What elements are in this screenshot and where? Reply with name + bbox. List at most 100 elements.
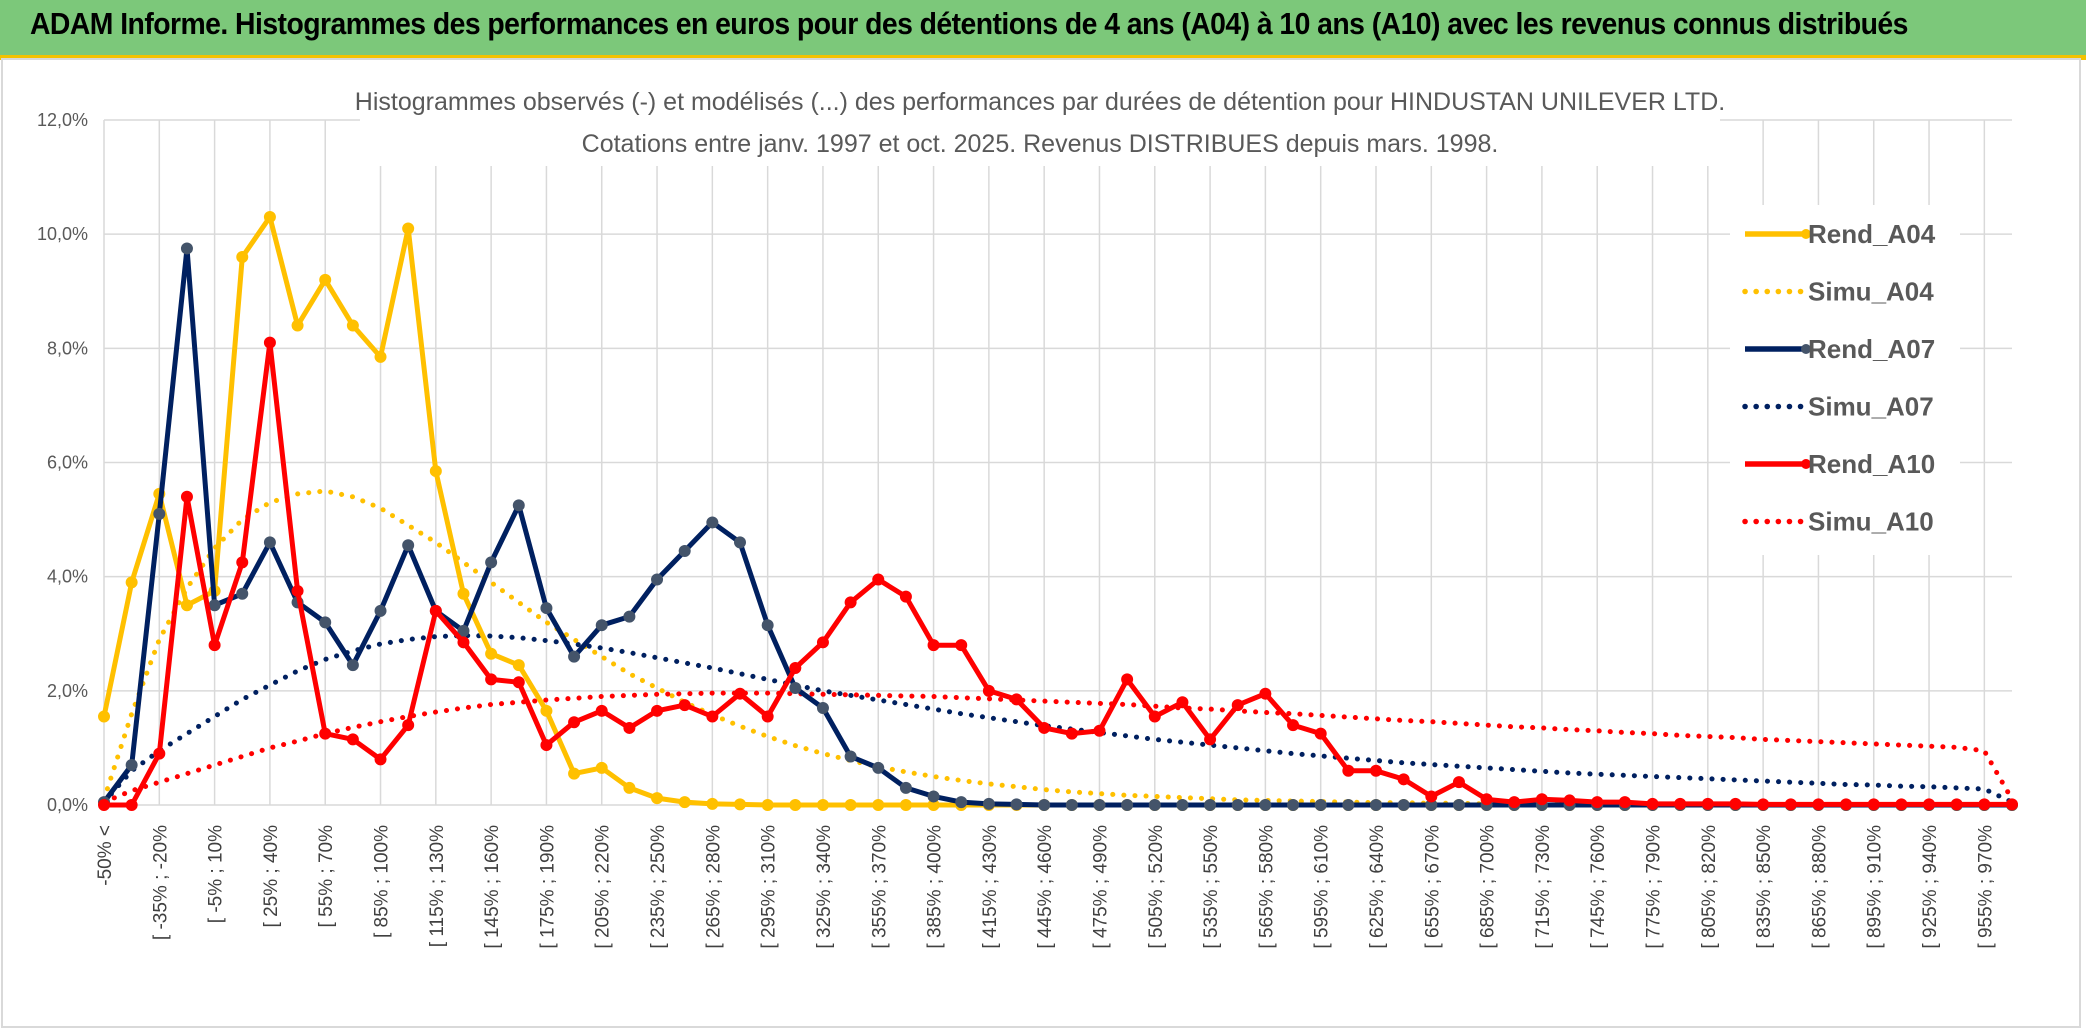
- data-point-rend_a10: [1508, 796, 1521, 809]
- data-point-rend_a10: [263, 336, 276, 349]
- x-tick-label: [ 235% ; 250%: [648, 825, 669, 949]
- data-point-rend_a04: [263, 211, 276, 224]
- data-point-rend_a07: [872, 761, 885, 774]
- data-point-rend_a10: [1674, 797, 1687, 810]
- x-tick-label: [ 895% ; 910%: [1865, 825, 1886, 949]
- x-tick-label: [ 685% ; 700%: [1478, 825, 1499, 949]
- data-point-rend_a04: [651, 792, 664, 805]
- data-point-rend_a10: [595, 704, 608, 717]
- x-tick-label: [ 115% ; 130%: [427, 825, 448, 947]
- data-point-rend_a07: [623, 610, 636, 623]
- data-point-rend_a10: [485, 673, 498, 686]
- data-point-rend_a10: [98, 799, 110, 811]
- data-point-rend_a10: [1342, 764, 1355, 777]
- data-point-rend_a10: [1812, 798, 1825, 811]
- legend-marker: [1801, 344, 1811, 354]
- legend-label-simu_a10: Simu_A10: [1808, 507, 1934, 537]
- legend-label-rend_a04: Rend_A04: [1808, 219, 1936, 249]
- data-point-rend_a10: [789, 662, 802, 674]
- data-point-rend_a07: [402, 539, 415, 552]
- data-point-rend_a10: [1065, 727, 1078, 740]
- data-point-rend_a07: [1452, 799, 1465, 811]
- data-point-rend_a10: [1757, 798, 1770, 811]
- data-point-rend_a07: [1397, 799, 1410, 811]
- data-point-rend_a10: [927, 639, 940, 652]
- data-point-rend_a04: [402, 222, 415, 235]
- data-point-rend_a04: [125, 576, 138, 589]
- legend: Rend_A04 Simu_A04 Rend_A07 Simu_A07 Rend_A10…: [1730, 205, 1960, 555]
- data-point-rend_a04: [374, 350, 387, 363]
- series-line-simu_a04: [101, 488, 2015, 808]
- data-point-rend_a07: [927, 790, 940, 803]
- data-point-rend_a07: [816, 701, 829, 714]
- data-point-rend_a07: [899, 781, 912, 794]
- data-point-rend_a10: [374, 753, 387, 766]
- data-point-rend_a10: [1314, 727, 1327, 740]
- data-point-rend_a07: [180, 242, 193, 255]
- legend-marker: [1801, 229, 1811, 239]
- x-tick-label: [ 565% ; 580%: [1256, 825, 1277, 949]
- x-tick-label: [ 415% ; 430%: [980, 825, 1001, 949]
- data-point-rend_a10: [844, 596, 857, 609]
- data-point-rend_a10: [1729, 797, 1742, 810]
- report-title: ADAM Informe. Histogrammes des performan…: [30, 6, 1908, 41]
- data-point-rend_a04: [180, 599, 193, 612]
- data-point-rend_a04: [734, 798, 746, 811]
- data-point-rend_a10: [1370, 764, 1382, 777]
- legend-label-simu_a07: Simu_A07: [1808, 392, 1934, 422]
- data-point-rend_a10: [1840, 798, 1853, 811]
- x-tick-label: [ 325% ; 340%: [814, 825, 835, 949]
- data-point-rend_a04: [623, 781, 636, 794]
- data-point-rend_a10: [1535, 793, 1548, 806]
- data-point-rend_a04: [761, 799, 774, 811]
- data-point-rend_a10: [872, 573, 885, 586]
- data-point-rend_a07: [1148, 799, 1161, 811]
- data-point-rend_a10: [623, 721, 636, 734]
- data-point-rend_a07: [955, 796, 968, 809]
- data-point-rend_a10: [1121, 673, 1134, 686]
- data-point-rend_a04: [485, 647, 498, 660]
- x-tick-label: -50% <: [95, 825, 116, 886]
- data-point-rend_a07: [1342, 799, 1355, 811]
- chart-subtitle: Cotations entre janv. 1997 et oct. 2025.…: [582, 130, 1499, 158]
- data-point-rend_a04: [236, 251, 249, 263]
- data-point-rend_a10: [1452, 776, 1465, 789]
- data-point-rend_a07: [1204, 799, 1217, 811]
- data-point-rend_a07: [1176, 799, 1189, 811]
- data-point-rend_a07: [1231, 799, 1244, 811]
- x-tick-label: [ 535% ; 550%: [1201, 825, 1222, 949]
- data-point-rend_a07: [374, 604, 387, 617]
- x-tick-label: [ 595% ; 610%: [1312, 825, 1333, 949]
- y-tick-label: 6,0%: [47, 453, 88, 473]
- data-point-rend_a04: [872, 799, 885, 811]
- data-point-rend_a07: [706, 516, 719, 529]
- data-point-rend_a10: [1978, 798, 1991, 811]
- data-point-rend_a10: [1867, 798, 1880, 811]
- data-point-rend_a10: [1591, 796, 1604, 809]
- data-point-rend_a07: [651, 573, 664, 586]
- series-line-simu_a10: [101, 690, 2015, 805]
- data-point-rend_a10: [1895, 798, 1908, 811]
- data-point-rend_a10: [291, 584, 304, 597]
- data-point-rend_a10: [125, 799, 138, 811]
- data-point-rend_a10: [1287, 719, 1300, 732]
- x-tick-label: [ 445% ; 460%: [1035, 825, 1056, 949]
- data-point-rend_a04: [789, 799, 802, 811]
- data-point-rend_a10: [153, 747, 166, 760]
- x-tick-label: [ 955% ; 970%: [1975, 825, 1996, 949]
- data-point-rend_a10: [761, 710, 774, 723]
- y-tick-label: 12,0%: [37, 110, 88, 130]
- data-point-rend_a10: [982, 684, 995, 697]
- series-layer: [98, 211, 2018, 811]
- x-tick-label: [ 85% ; 100%: [372, 825, 393, 938]
- data-point-rend_a10: [1259, 687, 1272, 700]
- x-tick-label: [ -35% ; -20%: [150, 825, 171, 940]
- data-point-rend_a07: [761, 619, 774, 632]
- data-point-rend_a10: [457, 636, 470, 649]
- x-tick-label: [ 25% ; 40%: [261, 825, 282, 928]
- data-point-rend_a10: [1010, 693, 1023, 706]
- data-point-rend_a04: [540, 704, 553, 717]
- data-point-rend_a10: [346, 733, 359, 746]
- x-tick-label: [ 745% ; 760%: [1588, 825, 1609, 949]
